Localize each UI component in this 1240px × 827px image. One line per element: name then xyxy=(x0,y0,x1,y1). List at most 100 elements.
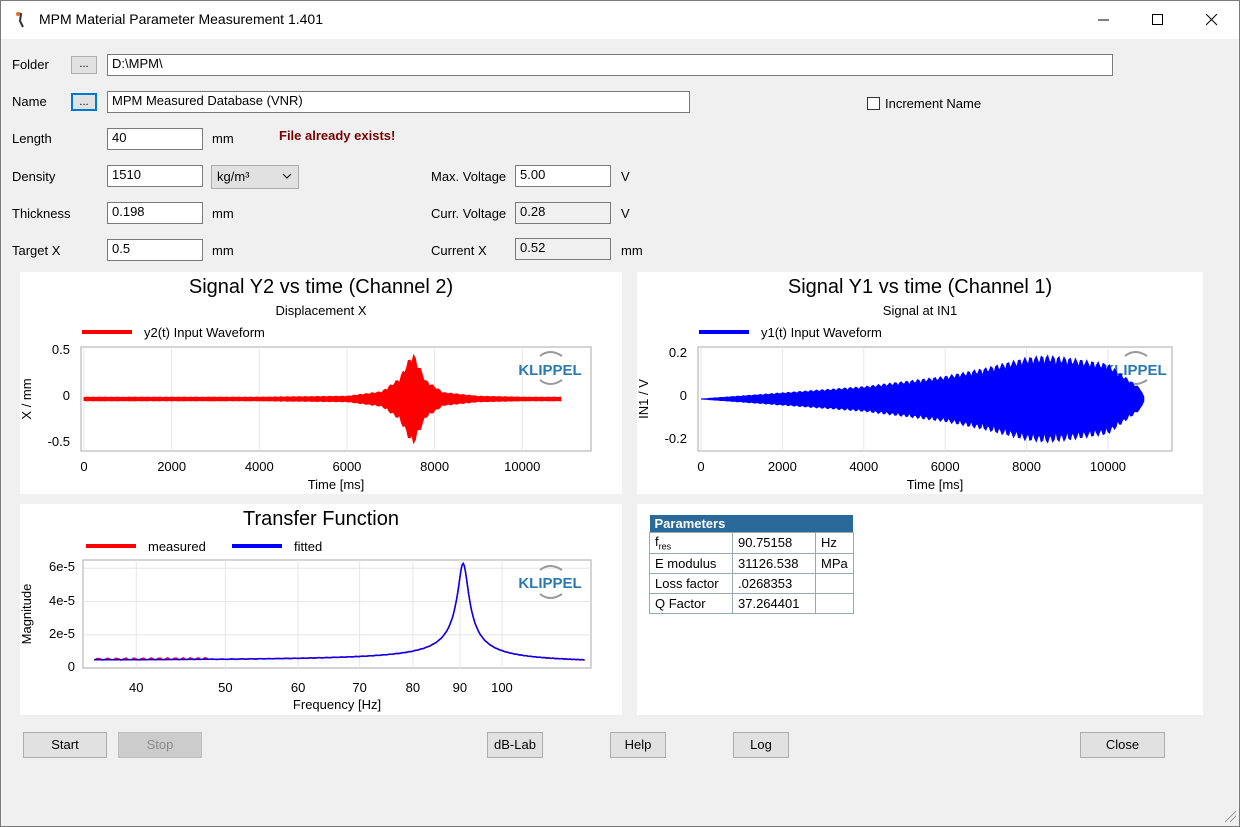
current-x-unit: mm xyxy=(621,243,643,258)
parameters-header: Parameters xyxy=(649,515,854,533)
table-row: E modulus 31126.538 MPa xyxy=(649,552,854,574)
stop-button[interactable]: Stop xyxy=(118,732,202,758)
param-value: 31126.538 xyxy=(732,552,816,574)
chart-y1-xlabel: Time [ms] xyxy=(907,477,964,492)
chart-y1: Signal Y1 vs time (Channel 1) Signal at … xyxy=(636,276,1173,492)
chart-tf-ytick: 4e-5 xyxy=(49,593,75,608)
thickness-unit: mm xyxy=(212,206,234,221)
chart-tf-title: Transfer Function xyxy=(243,508,399,530)
density-field[interactable]: 1510 xyxy=(107,165,203,187)
x-tick-label: 40 xyxy=(129,680,143,695)
chart-y1-subtitle: Signal at IN1 xyxy=(883,303,957,318)
chart-y2-ytick: 0.5 xyxy=(52,342,70,357)
x-tick-label: 2000 xyxy=(157,459,186,474)
close-button[interactable]: Close xyxy=(1080,732,1165,758)
chart-y1-ytick: 0.2 xyxy=(669,345,687,360)
x-tick-label: 4000 xyxy=(245,459,274,474)
title-bar: MPM Material Parameter Measurement 1.401 xyxy=(1,1,1239,39)
param-value: 37.264401 xyxy=(732,592,816,614)
param-name-text: f xyxy=(655,534,659,549)
chart-y2-ytick: 0 xyxy=(63,388,70,403)
curr-voltage-unit: V xyxy=(621,206,630,221)
chart-tf-xticks: 40 50 60 70 80 90 100 xyxy=(129,680,513,695)
chart-y2-legend: y2(t) Input Waveform xyxy=(144,325,265,340)
name-label: Name xyxy=(12,94,47,109)
chart-y2-title: Signal Y2 vs time (Channel 2) xyxy=(189,276,453,298)
x-tick-label: 100 xyxy=(491,680,513,695)
chart-tf-legend-measured: measured xyxy=(148,539,206,554)
param-name: fres xyxy=(649,532,733,554)
chart-tf-logo: KLIPPEL xyxy=(518,575,581,592)
target-x-unit: mm xyxy=(212,243,234,258)
log-button[interactable]: Log xyxy=(733,732,789,758)
x-tick-label: 2000 xyxy=(768,459,797,474)
density-unit-value: kg/m³ xyxy=(217,169,250,184)
close-window-button[interactable] xyxy=(1185,1,1239,39)
table-row: fres 90.75158 Hz xyxy=(649,532,854,554)
chart-y2-ylabel: X / mm xyxy=(20,378,34,419)
thickness-field[interactable]: 0.198 xyxy=(107,202,203,224)
chart-tf-ylabel: Magnitude xyxy=(20,584,34,645)
x-tick-label: 8000 xyxy=(420,459,449,474)
param-unit xyxy=(815,572,854,594)
chart-y2-panel: Signal Y2 vs time (Channel 2) Displaceme… xyxy=(19,272,622,494)
param-value: .0268353 xyxy=(732,572,816,594)
parameters-panel: Parameters fres 90.75158 Hz E modulus 31126… xyxy=(637,504,1203,715)
chart-y2-ytick: -0.5 xyxy=(48,434,70,449)
minimize-icon xyxy=(1098,19,1109,21)
x-tick-label: 6000 xyxy=(931,459,960,474)
x-tick-label: 70 xyxy=(352,680,366,695)
start-button[interactable]: Start xyxy=(23,732,107,758)
parameters-table: Parameters fres 90.75158 Hz E modulus 31126… xyxy=(649,515,854,614)
current-x-field: 0.52 xyxy=(515,238,611,260)
maximize-button[interactable] xyxy=(1131,1,1185,39)
resize-grip-icon[interactable] xyxy=(1223,809,1237,823)
max-voltage-label: Max. Voltage xyxy=(431,169,507,184)
thickness-label: Thickness xyxy=(12,206,71,221)
chart-y2-xticks: 0 2000 4000 6000 8000 10000 xyxy=(80,459,540,474)
chart-tf-panel: Transfer Function measured fitted KLIPPE… xyxy=(19,504,622,715)
x-tick-label: 4000 xyxy=(849,459,878,474)
chart-y2-xlabel: Time [ms] xyxy=(308,477,365,492)
chart-tf-logo-arc-top xyxy=(539,565,563,571)
chart-tf: Transfer Function measured fitted KLIPPE… xyxy=(19,508,592,712)
x-tick-label: 80 xyxy=(406,680,420,695)
chart-y1-series-line xyxy=(700,354,1145,444)
table-row: Q Factor 37.264401 xyxy=(649,592,854,614)
param-unit xyxy=(815,592,854,614)
x-tick-label: 10000 xyxy=(1090,459,1126,474)
minimize-button[interactable] xyxy=(1077,1,1131,39)
folder-field[interactable]: D:\MPM\ xyxy=(107,54,1113,76)
chart-tf-xlabel: Frequency [Hz] xyxy=(293,697,381,712)
dblab-button[interactable]: dB-Lab xyxy=(487,732,543,758)
name-field[interactable]: MPM Measured Database (VNR) xyxy=(107,91,690,113)
chart-y2: Signal Y2 vs time (Channel 2) Displaceme… xyxy=(19,276,592,492)
help-button[interactable]: Help xyxy=(610,732,666,758)
chart-y2-series-line xyxy=(83,353,562,445)
chart-y1-logo-arc-top xyxy=(1124,351,1148,357)
app-icon xyxy=(16,12,24,28)
chart-y2-logo-arc-top xyxy=(539,351,563,357)
increment-name-checkbox[interactable] xyxy=(867,97,880,110)
window-title: MPM Material Parameter Measurement 1.401 xyxy=(39,11,323,27)
param-unit: MPa xyxy=(815,552,854,574)
maximize-icon xyxy=(1152,14,1163,25)
max-voltage-field[interactable]: 5.00 xyxy=(515,165,611,187)
folder-browse-button[interactable]: ... xyxy=(71,56,97,74)
param-name: Q Factor xyxy=(649,592,733,614)
current-x-label: Current X xyxy=(431,243,487,258)
x-tick-label: 6000 xyxy=(332,459,361,474)
chart-y2-subtitle: Displacement X xyxy=(275,303,366,318)
density-unit-select[interactable]: kg/m³ xyxy=(211,165,299,189)
param-value: 90.75158 xyxy=(732,532,816,554)
chart-y1-panel: Signal Y1 vs time (Channel 1) Signal at … xyxy=(636,272,1203,494)
x-tick-label: 50 xyxy=(218,680,232,695)
x-tick-label: 8000 xyxy=(1012,459,1041,474)
chart-tf-series-fitted xyxy=(94,561,585,661)
density-label: Density xyxy=(12,169,56,184)
increment-name-label: Increment Name xyxy=(885,96,982,111)
target-x-field[interactable]: 0.5 xyxy=(107,239,203,261)
length-field[interactable]: 40 xyxy=(107,128,203,150)
name-browse-button[interactable]: ... xyxy=(71,93,97,111)
